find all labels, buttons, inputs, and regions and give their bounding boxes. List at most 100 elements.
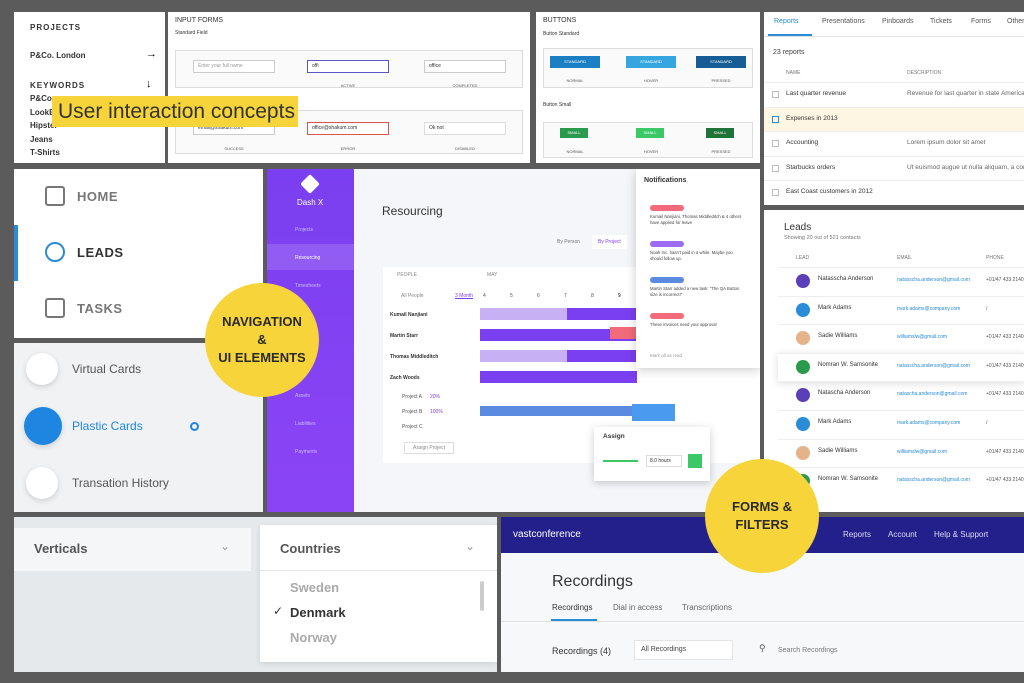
button: STANDARD bbox=[626, 56, 676, 68]
subtitle: Standard Field bbox=[175, 30, 208, 36]
showing: Showing 20 out of 521 contacts bbox=[784, 235, 861, 241]
banner-label: User interaction concepts bbox=[52, 96, 298, 127]
tab: Presentations bbox=[822, 18, 865, 25]
banner-text: & bbox=[257, 332, 267, 347]
keyword: LookBook bbox=[30, 107, 70, 117]
row bbox=[764, 82, 1024, 106]
tab: Other bbox=[1007, 18, 1024, 25]
lead-email: mark.adams@company.com bbox=[897, 420, 961, 426]
input-forms-panel: INPUT FORMS Standard Field Enter your full… bbox=[168, 12, 530, 163]
dashboard-panel: Dash X Projects Resourcing Timesheets Assets… bbox=[267, 169, 760, 512]
lead-email: natasscha.anderson@gmail.com bbox=[897, 362, 970, 369]
scrollbar bbox=[480, 581, 484, 611]
brand: Dash X bbox=[297, 198, 324, 207]
row bbox=[778, 352, 1024, 381]
nav-item: Account bbox=[888, 530, 917, 539]
state-label: SUCCESS bbox=[224, 146, 244, 151]
notifications: Notifications Kumail Nanjiani, Thomas Mid… bbox=[636, 169, 760, 368]
tab: Transcriptions bbox=[682, 603, 732, 612]
nav-item: TASKS bbox=[77, 301, 123, 316]
percent: 20% bbox=[430, 394, 441, 400]
day: 4 bbox=[483, 293, 486, 299]
dropdown: Verticals ⌄ bbox=[14, 528, 251, 571]
toggle: By Project bbox=[592, 235, 627, 249]
leads-panel: Leads Showing 20 out of 521 contacts LEAD E… bbox=[764, 210, 1024, 512]
logo: vastconference bbox=[513, 529, 581, 540]
assign-title: Assign bbox=[603, 433, 625, 440]
state-label: HOVER bbox=[643, 149, 659, 154]
allocation bbox=[480, 406, 637, 416]
card-item: Plastic Cards bbox=[72, 419, 143, 433]
avatar bbox=[796, 274, 810, 288]
count: Recordings (4) bbox=[552, 646, 612, 656]
banner-text: FORMS & bbox=[732, 499, 792, 514]
checkbox bbox=[772, 189, 779, 197]
card-icon bbox=[24, 407, 62, 445]
lead-name: Nomran W. Samsonite bbox=[818, 361, 879, 368]
report-name: Last quarter revenue bbox=[786, 90, 846, 97]
report-name: Accounting bbox=[786, 139, 819, 147]
notifications-title: Notifications bbox=[644, 177, 687, 184]
keyword: Jeans bbox=[30, 134, 53, 144]
lead-email: natasscha.anderson@gmail.com bbox=[897, 277, 970, 283]
nav-icon bbox=[45, 298, 65, 318]
lead-phone: +01/47 433 2140 bbox=[986, 477, 1024, 484]
tag bbox=[650, 205, 684, 211]
select: All Recordings bbox=[634, 640, 733, 660]
row bbox=[778, 324, 1024, 352]
page-title: Recordings bbox=[552, 573, 633, 590]
section-title: PROJECTS bbox=[30, 23, 82, 32]
sidebar-item: Assets bbox=[295, 393, 311, 399]
day: 5 bbox=[510, 293, 513, 299]
sidebar-item: Liabilities bbox=[295, 421, 316, 427]
tab: Pinboards bbox=[882, 18, 914, 25]
lead-email: natasscha.anderson@gmail.com bbox=[897, 477, 970, 484]
keyword: Hipster bbox=[30, 121, 58, 130]
tab: Forms bbox=[971, 18, 991, 25]
checkbox bbox=[772, 164, 779, 172]
divider bbox=[501, 621, 1024, 622]
lead-email: williamslw@gmail.com bbox=[897, 334, 948, 341]
lead-name: Sadie Williams bbox=[818, 333, 858, 340]
sidebar-active bbox=[267, 244, 354, 270]
avatar bbox=[796, 359, 810, 374]
column-header: EMAIL bbox=[897, 255, 913, 261]
column-header: MAY bbox=[487, 272, 498, 278]
chevron: ⌄ bbox=[220, 539, 231, 553]
report-count: 23 reports bbox=[773, 49, 805, 56]
row bbox=[778, 295, 1024, 324]
day: 6 bbox=[537, 293, 540, 299]
nav-item: Help & Support bbox=[934, 530, 989, 539]
lead-email: natascha.anderson@gmail.com bbox=[897, 391, 968, 398]
report-name: Expenses in 2013 bbox=[786, 114, 838, 122]
lead-email: mark.adams@company.com bbox=[897, 305, 961, 312]
check: ✓ bbox=[273, 604, 284, 618]
filter: 3 Month bbox=[455, 293, 474, 299]
tab: Recordings bbox=[552, 603, 593, 612]
day: 7 bbox=[564, 293, 567, 299]
column-header: DESCRIPTION bbox=[907, 70, 942, 76]
lead-name: Mark Adams bbox=[818, 304, 852, 311]
country: Denmark bbox=[290, 605, 346, 620]
lead-phone: +01/47 433 2140 bbox=[986, 362, 1024, 369]
keyword: P&Co. bbox=[30, 94, 54, 103]
sidebar-item: Resourcing bbox=[295, 255, 321, 261]
dropdown-label: Verticals bbox=[34, 541, 88, 556]
allocation bbox=[567, 308, 637, 320]
avatar bbox=[796, 388, 810, 403]
state-label: NORMAL bbox=[566, 78, 584, 83]
person: Zach Woods bbox=[390, 375, 420, 381]
divider bbox=[764, 36, 1024, 37]
button: SMALL bbox=[706, 128, 734, 138]
projects-panel: PROJECTS P&Co. London → KEYWORDS ↓ P&Co. LookB… bbox=[14, 12, 165, 163]
banner-text: FILTERS bbox=[735, 517, 789, 532]
card-icon bbox=[26, 353, 58, 385]
lead-email: williamslw@gmail.com bbox=[897, 448, 948, 455]
person: Thomas Middleditch bbox=[390, 354, 439, 360]
avatar bbox=[796, 417, 810, 431]
notification: Noah Inc. hasn't paid in a while. Maybe … bbox=[650, 250, 733, 261]
day: 9 bbox=[618, 293, 621, 299]
report-description: Lorem ipsum dolor sit amet bbox=[907, 139, 986, 147]
search-icon: ⚲ bbox=[759, 643, 766, 653]
assign-popup: Assign 8.0 hours bbox=[594, 427, 710, 481]
